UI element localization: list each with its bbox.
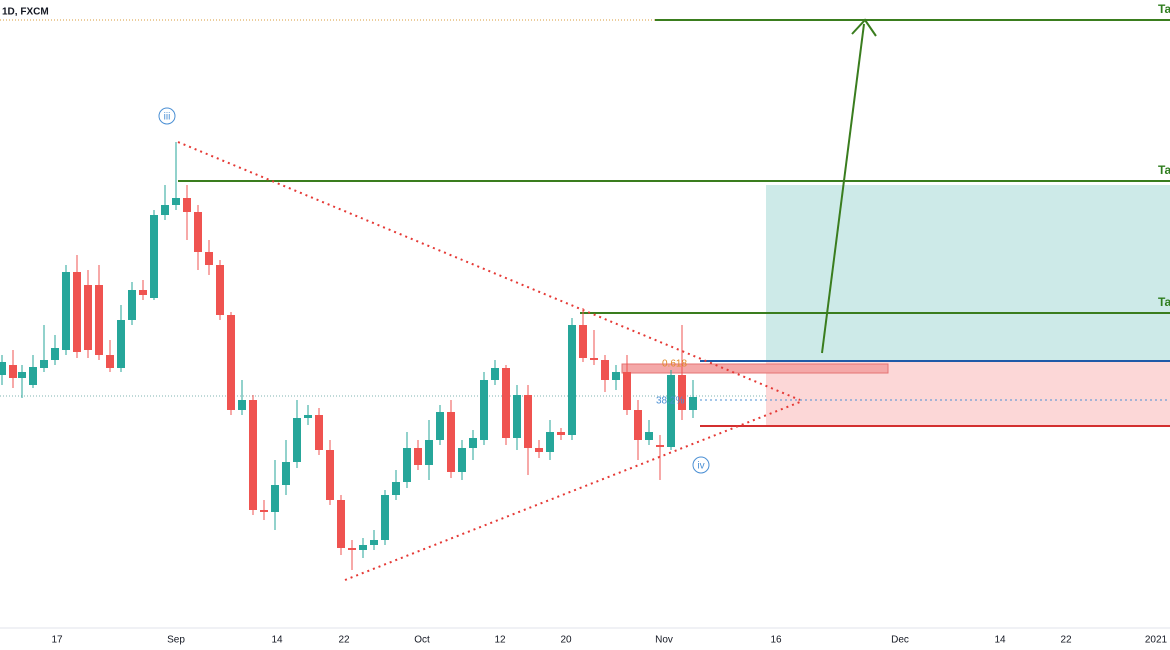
candle-body <box>524 395 532 448</box>
candle-body <box>161 205 169 215</box>
arrow-head <box>851 18 877 37</box>
candle-body <box>502 368 510 438</box>
candle-body <box>9 365 17 378</box>
candle-body <box>656 445 664 447</box>
fib-level: 38.2% <box>656 396 684 407</box>
wave-label: iv <box>697 461 704 472</box>
x-tick-label: 16 <box>770 635 782 646</box>
symbol: 1D, FXCM <box>2 7 49 18</box>
candle-body <box>73 272 81 352</box>
candle-body <box>172 198 180 205</box>
wave-circle <box>158 107 176 125</box>
candle-body <box>238 400 246 410</box>
x-tick-label: 14 <box>271 635 283 646</box>
candle-body <box>381 495 389 540</box>
candle-body <box>40 360 48 368</box>
candle-body <box>271 485 279 512</box>
candle-body <box>546 432 554 452</box>
candle-body <box>326 450 334 500</box>
candle-body <box>227 315 235 410</box>
candle-body <box>590 358 598 360</box>
candle-body <box>568 325 576 435</box>
candle-body <box>348 548 356 550</box>
candle-body <box>0 362 6 375</box>
candle-body <box>601 360 609 380</box>
projection-arrow <box>821 23 865 354</box>
candle-body <box>491 368 499 380</box>
wave-label: iii <box>164 112 171 123</box>
x-tick-label: 22 <box>1060 635 1072 646</box>
wave-circle <box>692 456 710 474</box>
candle-body <box>634 410 642 440</box>
candle-body <box>249 400 257 510</box>
candle-body <box>315 415 323 450</box>
candle-body <box>62 272 70 350</box>
candle-body <box>414 448 422 465</box>
candle-body <box>667 375 675 447</box>
candle-body <box>95 285 103 355</box>
candle-body <box>337 500 345 548</box>
x-axis: 17 Sep 14 22 Oct 12 20 Nov 16 Dec 14 22 2021 <box>51 635 1167 646</box>
candle-body <box>84 285 92 350</box>
candle-body <box>117 320 125 368</box>
x-tick-label: 12 <box>494 635 506 646</box>
candles <box>0 142 697 570</box>
candle-body <box>513 395 521 438</box>
candle-body <box>304 415 312 418</box>
x-tick-label: Sep <box>167 635 185 646</box>
candle-body <box>205 252 213 265</box>
candle-body <box>216 265 224 315</box>
candle-body <box>359 545 367 550</box>
target-label: Ta <box>1158 2 1170 16</box>
x-tick-label: 14 <box>994 635 1006 646</box>
x-tick-label: Nov <box>655 635 673 646</box>
candle-body <box>458 448 466 472</box>
x-tick-label: Dec <box>891 635 909 646</box>
candle-body <box>469 438 477 448</box>
candle-body <box>282 462 290 485</box>
candle-body <box>436 412 444 440</box>
candle-body <box>535 448 543 452</box>
candle-body <box>579 325 587 358</box>
candle-body <box>623 372 631 410</box>
candle-body <box>29 367 37 385</box>
x-tick-label: 20 <box>560 635 572 646</box>
candle-body <box>139 290 147 295</box>
candle-body <box>645 432 653 440</box>
candle-body <box>480 380 488 440</box>
candle-body <box>183 198 191 212</box>
x-tick-label: 17 <box>51 635 63 646</box>
candle-body <box>18 372 26 378</box>
candle-body <box>447 412 455 472</box>
candle-body <box>51 348 59 360</box>
candle-body <box>557 432 565 435</box>
candle-body <box>392 482 400 495</box>
candle-body <box>689 397 697 410</box>
x-tick-label: Oct <box>414 635 430 646</box>
target-label: Ta <box>1158 163 1170 177</box>
candle-body <box>106 355 114 368</box>
candle-body <box>194 212 202 252</box>
target-label: Ta <box>1158 295 1170 309</box>
target-zone <box>766 185 1170 362</box>
candle-body <box>612 372 620 380</box>
fib-box <box>621 363 889 374</box>
trend-line <box>177 141 801 401</box>
fib-ratio: 0.618 <box>662 359 687 370</box>
candle-body <box>150 215 158 298</box>
candle-body <box>678 375 686 410</box>
candle-body <box>425 440 433 465</box>
candle-body <box>293 418 301 462</box>
candle-body <box>128 290 136 320</box>
candle-body <box>260 510 268 512</box>
x-tick-label: 22 <box>338 635 350 646</box>
candle-body <box>403 448 411 482</box>
x-tick-label: 2021 <box>1145 635 1168 646</box>
candle-body <box>370 540 378 545</box>
